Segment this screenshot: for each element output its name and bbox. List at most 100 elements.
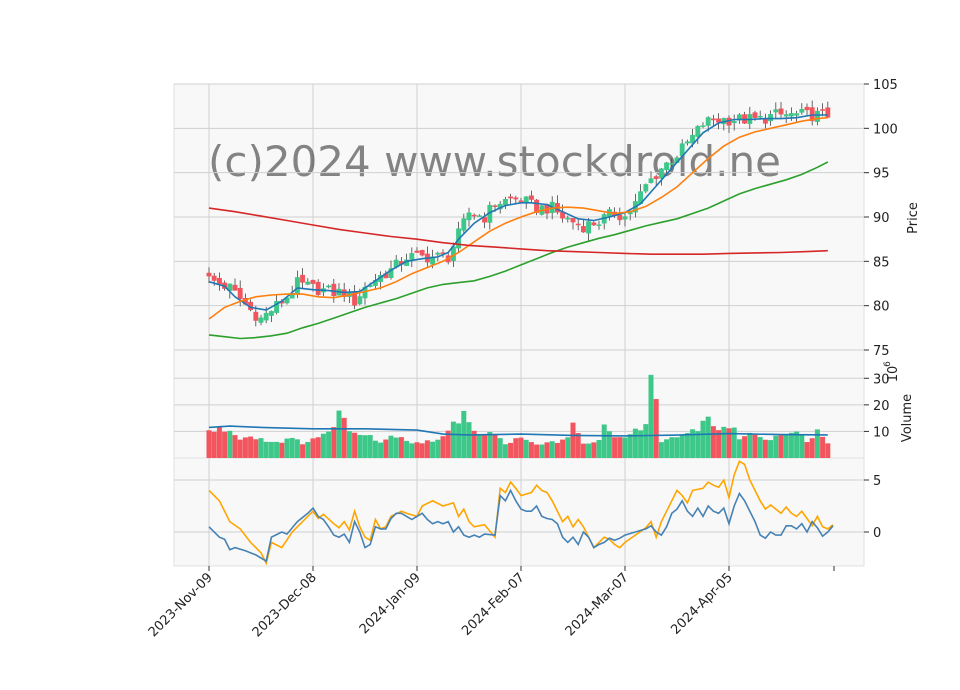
- candle-down: [232, 284, 238, 291]
- volume-bar: [367, 435, 373, 458]
- volume-bar: [684, 433, 690, 458]
- candle-down: [778, 108, 784, 115]
- volume-bar: [575, 433, 581, 458]
- candle-down: [528, 195, 534, 200]
- volume-bar: [586, 443, 592, 458]
- x-tick-label: 2024-Feb-07: [459, 570, 528, 639]
- panel-background-3: [173, 457, 865, 567]
- volume-bar: [643, 424, 649, 458]
- candle-up: [357, 296, 363, 305]
- candle-down: [617, 214, 623, 221]
- candle-up: [622, 216, 628, 220]
- volume-bar: [783, 434, 789, 458]
- candle-up: [695, 126, 701, 137]
- oscillator-tick-label: 0: [873, 526, 881, 541]
- volume-bar: [263, 441, 269, 458]
- volume-bar: [825, 443, 831, 458]
- candle-down: [206, 272, 212, 277]
- volume-bar: [762, 439, 768, 458]
- candle-up: [502, 199, 508, 206]
- candle-up: [757, 115, 763, 118]
- volume-bar: [274, 441, 280, 458]
- candle-up: [669, 163, 675, 165]
- volume-bar: [326, 431, 332, 458]
- candle-up: [690, 134, 696, 144]
- volume-bar: [497, 438, 503, 458]
- volume-bar: [445, 430, 451, 458]
- ma-long-line: [208, 207, 828, 255]
- volume-bar: [617, 437, 623, 458]
- volume-bar: [539, 444, 545, 458]
- volume-bar: [430, 441, 436, 458]
- volume-bar: [622, 437, 628, 458]
- volume-bar: [648, 374, 654, 458]
- volume-bar: [253, 439, 259, 458]
- volume-bar: [591, 442, 597, 458]
- volume-bar: [612, 437, 618, 458]
- candle-up: [731, 121, 737, 124]
- x-tick-label: 2024-Jan-09: [357, 570, 424, 637]
- price-tick-label: 80: [873, 300, 890, 315]
- candle-up: [476, 215, 482, 217]
- candle-down: [253, 311, 259, 321]
- candle-up: [684, 141, 690, 144]
- candle-up: [596, 224, 602, 226]
- price-tick-label: 100: [873, 122, 898, 137]
- volume-unit-label: 10: [886, 366, 901, 383]
- volume-bar: [570, 422, 576, 458]
- volume-bar: [580, 443, 586, 458]
- ma-slow-line: [208, 161, 829, 340]
- volume-bar: [773, 435, 779, 458]
- candle-down: [237, 287, 243, 300]
- candle-up: [664, 162, 670, 171]
- volume-bar: [336, 410, 342, 458]
- volume-bar: [502, 444, 508, 458]
- candle-down: [716, 118, 722, 123]
- volume-bar: [216, 426, 222, 458]
- volume-bar: [731, 427, 737, 458]
- volume-bar: [211, 431, 217, 458]
- candle-down: [591, 222, 597, 226]
- price-tick-label: 105: [873, 78, 898, 93]
- candle-up: [466, 212, 472, 221]
- volume-bar: [398, 437, 404, 458]
- volume-bar: [404, 440, 410, 458]
- volume-bar: [809, 438, 815, 458]
- candle-up: [274, 301, 280, 313]
- volume-bar: [757, 437, 763, 458]
- candle-down: [482, 216, 488, 223]
- volume-bar: [237, 439, 243, 458]
- volume-bar: [669, 437, 675, 458]
- volume-bar: [487, 432, 493, 458]
- candle-down: [570, 218, 576, 223]
- volume-bar: [752, 434, 758, 458]
- volume-bar: [206, 430, 212, 458]
- candle-up: [768, 114, 774, 122]
- volume-bar: [814, 429, 820, 458]
- volume-bar: [383, 439, 389, 458]
- volume-bar: [450, 421, 456, 458]
- volume-bar: [424, 440, 430, 458]
- volume-bar: [466, 422, 472, 458]
- candle-up: [523, 196, 529, 203]
- candle-down: [419, 250, 425, 256]
- candle-up: [586, 221, 592, 234]
- volume-unit-exponent: 6: [883, 361, 893, 367]
- candle-down: [825, 107, 831, 118]
- volume-bar: [710, 426, 716, 458]
- volume-bar: [492, 434, 498, 458]
- volume-bar: [388, 435, 394, 458]
- volume-bar: [518, 437, 524, 458]
- volume-bar: [554, 443, 560, 458]
- volume-bar: [315, 437, 321, 458]
- candle-down: [300, 274, 306, 283]
- candle-up: [773, 109, 779, 113]
- candle-down: [310, 279, 316, 284]
- ma-fast-line: [208, 114, 828, 311]
- volume-bar: [658, 442, 664, 458]
- volume-bar: [632, 428, 638, 458]
- volume-bar: [227, 430, 233, 458]
- candle-down: [518, 200, 524, 203]
- candle-up: [263, 312, 269, 321]
